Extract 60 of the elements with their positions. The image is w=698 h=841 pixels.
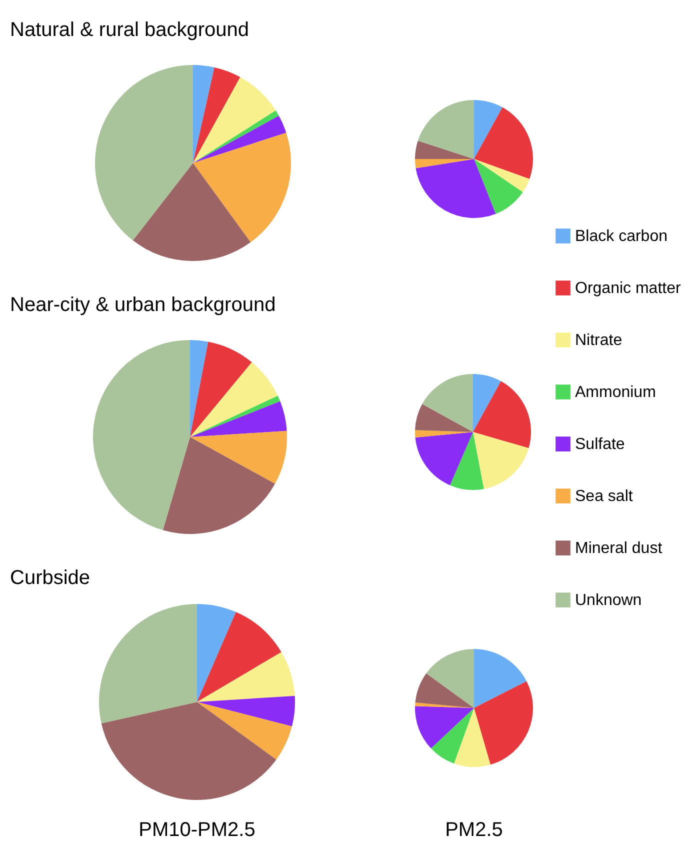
pie-slice — [190, 401, 287, 437]
pie-slice — [474, 100, 502, 159]
pie-slice — [197, 604, 236, 702]
pie-slice — [473, 381, 531, 448]
pie-slice — [95, 65, 193, 240]
pie-slice — [190, 342, 252, 437]
pie-slice — [193, 67, 240, 163]
legend-label: Ammonium — [575, 384, 656, 401]
pie-slice — [473, 374, 501, 432]
pie-slice — [193, 116, 286, 163]
text: PM2.5 — [445, 819, 503, 841]
pie-slice — [415, 706, 474, 748]
pie-slice — [474, 107, 533, 179]
pie-slice — [416, 159, 496, 218]
legend-label: Black carbon — [575, 228, 668, 245]
pie-slice — [415, 702, 474, 708]
pie-slice — [454, 708, 490, 767]
pie-slice — [197, 702, 292, 760]
pie-slice — [415, 404, 473, 432]
pie-slice — [430, 708, 474, 764]
pie-slice — [473, 432, 529, 489]
pie-slice — [101, 702, 276, 800]
pie-slice — [197, 612, 282, 702]
pie-slice — [190, 362, 278, 437]
pie-slice — [474, 681, 533, 765]
text: PM10-PM2.5 — [138, 819, 256, 841]
legend-label: Sea salt — [575, 488, 634, 505]
legend-label: Mineral dust — [575, 540, 663, 557]
pie-slice — [422, 374, 473, 432]
pie-slice — [415, 673, 474, 708]
pie-slice — [190, 430, 287, 484]
pie-slice — [93, 340, 190, 530]
pie-slice — [415, 159, 474, 168]
pie-slice — [415, 140, 474, 159]
pie-slice — [190, 340, 208, 437]
legend-label: Organic matter — [575, 280, 682, 297]
pie-slice — [474, 649, 527, 708]
pie-slice — [162, 437, 275, 534]
pie-slice — [474, 159, 530, 192]
pie-slice — [426, 649, 474, 708]
pie-slice — [197, 696, 295, 726]
pie-slice — [99, 604, 197, 724]
pie-slice — [132, 163, 251, 261]
pie-slice — [197, 652, 295, 702]
pie-slice — [415, 430, 473, 438]
pie-slice — [193, 132, 291, 242]
chart-title: Curbside — [10, 567, 90, 589]
pie-slice — [193, 110, 279, 163]
pie-slice — [190, 396, 280, 437]
legend-label: Nitrate — [575, 332, 622, 349]
pie-slice — [193, 65, 214, 163]
pie-slice — [418, 100, 474, 159]
pie-slice — [415, 432, 473, 486]
legend-label: Sulfate — [575, 436, 625, 453]
pie-slice — [474, 159, 523, 214]
pie-slice — [450, 432, 484, 490]
pie-slice — [193, 77, 276, 163]
legend-label: Unknown — [575, 592, 642, 609]
chart-title: Near-city & urban background — [10, 294, 276, 316]
chart-title: Natural & rural background — [10, 19, 250, 41]
